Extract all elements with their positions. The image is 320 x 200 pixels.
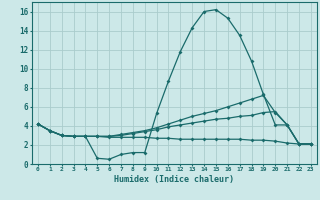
- X-axis label: Humidex (Indice chaleur): Humidex (Indice chaleur): [115, 175, 234, 184]
